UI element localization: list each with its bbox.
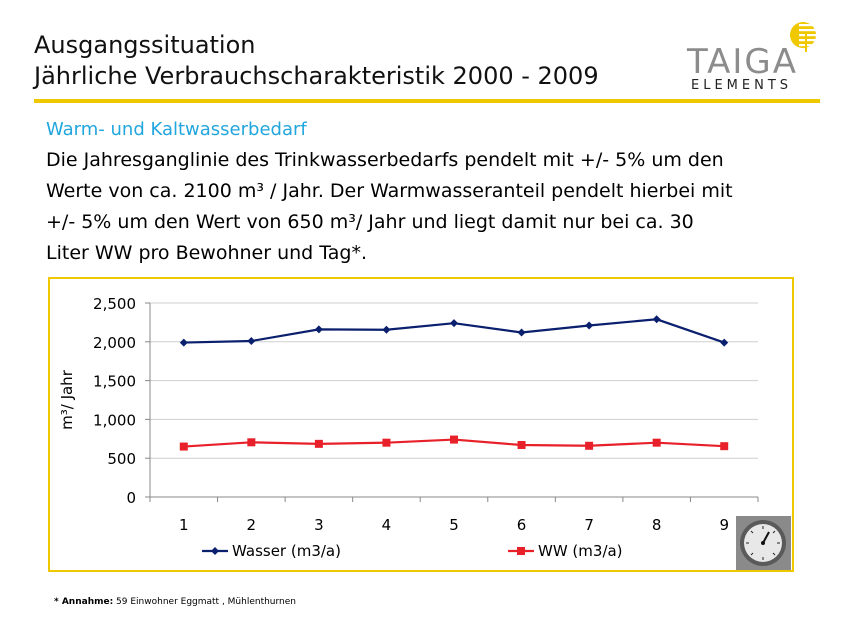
logo-name: TAIGA <box>687 42 799 82</box>
data-point-ww <box>585 441 594 450</box>
x-tick-label: 1 <box>179 516 189 534</box>
x-tick-label: 3 <box>314 516 324 534</box>
body-line-4: Liter WW pro Bewohner und Tag*. <box>46 242 367 264</box>
x-tick-label: 4 <box>382 516 392 534</box>
title-line-2: Jährliche Verbrauchscharakteristik 2000 … <box>34 62 599 90</box>
line-chart: 0 500 1,000 1,500 2,000 2,500 1 2 3 4 5 6 7 8 9 m³/ Jah… <box>58 295 759 560</box>
body-text: Die Jahresganglinie des Trinkwasserbedar… <box>46 145 816 269</box>
data-point-wasser <box>517 328 526 337</box>
data-point-wasser <box>179 338 188 347</box>
x-tick-label: 6 <box>517 516 527 534</box>
footnote: * Annahme: 59 Einwohner Eggmatt , Mühlen… <box>54 597 296 607</box>
data-point-ww <box>517 441 526 450</box>
data-point-ww <box>314 439 323 448</box>
legend-label-1: WW (m3/a) <box>538 542 623 560</box>
data-point-ww <box>382 438 391 447</box>
x-tick-label: 7 <box>584 516 594 534</box>
footnote-text: 59 Einwohner Eggmatt , Mühlenthurnen <box>113 597 296 607</box>
data-point-wasser <box>720 338 729 347</box>
y-axis-label: m³/ Jahr <box>58 369 76 430</box>
data-point-wasser <box>314 325 323 334</box>
x-tick-label: 8 <box>652 516 662 534</box>
data-point-ww <box>179 442 188 451</box>
sun-icon <box>790 22 821 52</box>
data-point-wasser <box>585 321 594 330</box>
slide-title: Ausgangssituation Jährliche Verbrauchsch… <box>34 30 599 92</box>
body-line-2: Werte von ca. 2100 m³ / Jahr. Der Warmwa… <box>46 180 733 202</box>
data-point-wasser <box>450 319 458 328</box>
x-tick-label: 5 <box>449 516 459 534</box>
data-point-ww <box>652 438 661 447</box>
legend-marker-1 <box>517 547 525 555</box>
gauge-icon <box>736 516 791 570</box>
x-tick-label: 2 <box>247 516 257 534</box>
data-point-wasser <box>382 325 391 334</box>
data-point-ww <box>720 442 729 451</box>
footnote-label: * Annahme: <box>54 597 114 607</box>
title-line-1: Ausgangssituation <box>34 31 256 59</box>
data-point-wasser <box>652 315 661 324</box>
body-line-1: Die Jahresganglinie des Trinkwasserbedar… <box>46 149 724 171</box>
y-tick-label: 1,500 <box>93 373 136 391</box>
data-point-ww <box>450 435 458 444</box>
y-tick-label: 0 <box>126 489 136 507</box>
data-point-ww <box>247 438 256 447</box>
data-point-wasser <box>247 337 256 346</box>
y-tick-label: 1,000 <box>93 411 136 429</box>
taiga-logo: TAIGA ELEMENTS <box>683 18 823 98</box>
legend-marker-0 <box>211 547 219 555</box>
section-subtitle: Warm- und Kaltwasserbedarf <box>46 119 307 140</box>
logo-sub: ELEMENTS <box>691 78 793 93</box>
legend-label-0: Wasser (m3/a) <box>232 542 341 560</box>
y-tick-label: 500 <box>107 450 136 468</box>
x-tick-label: 9 <box>719 516 729 534</box>
y-tick-label: 2,000 <box>93 334 136 352</box>
y-tick-label: 2,500 <box>93 295 136 313</box>
header-rule <box>34 99 820 103</box>
chart-frame: 0 500 1,000 1,500 2,000 2,500 1 2 3 4 5 6 7 8 9 m³/ Jah… <box>48 277 794 572</box>
body-line-3: +/- 5% um den Wert von 650 m³/ Jahr und … <box>46 211 694 233</box>
